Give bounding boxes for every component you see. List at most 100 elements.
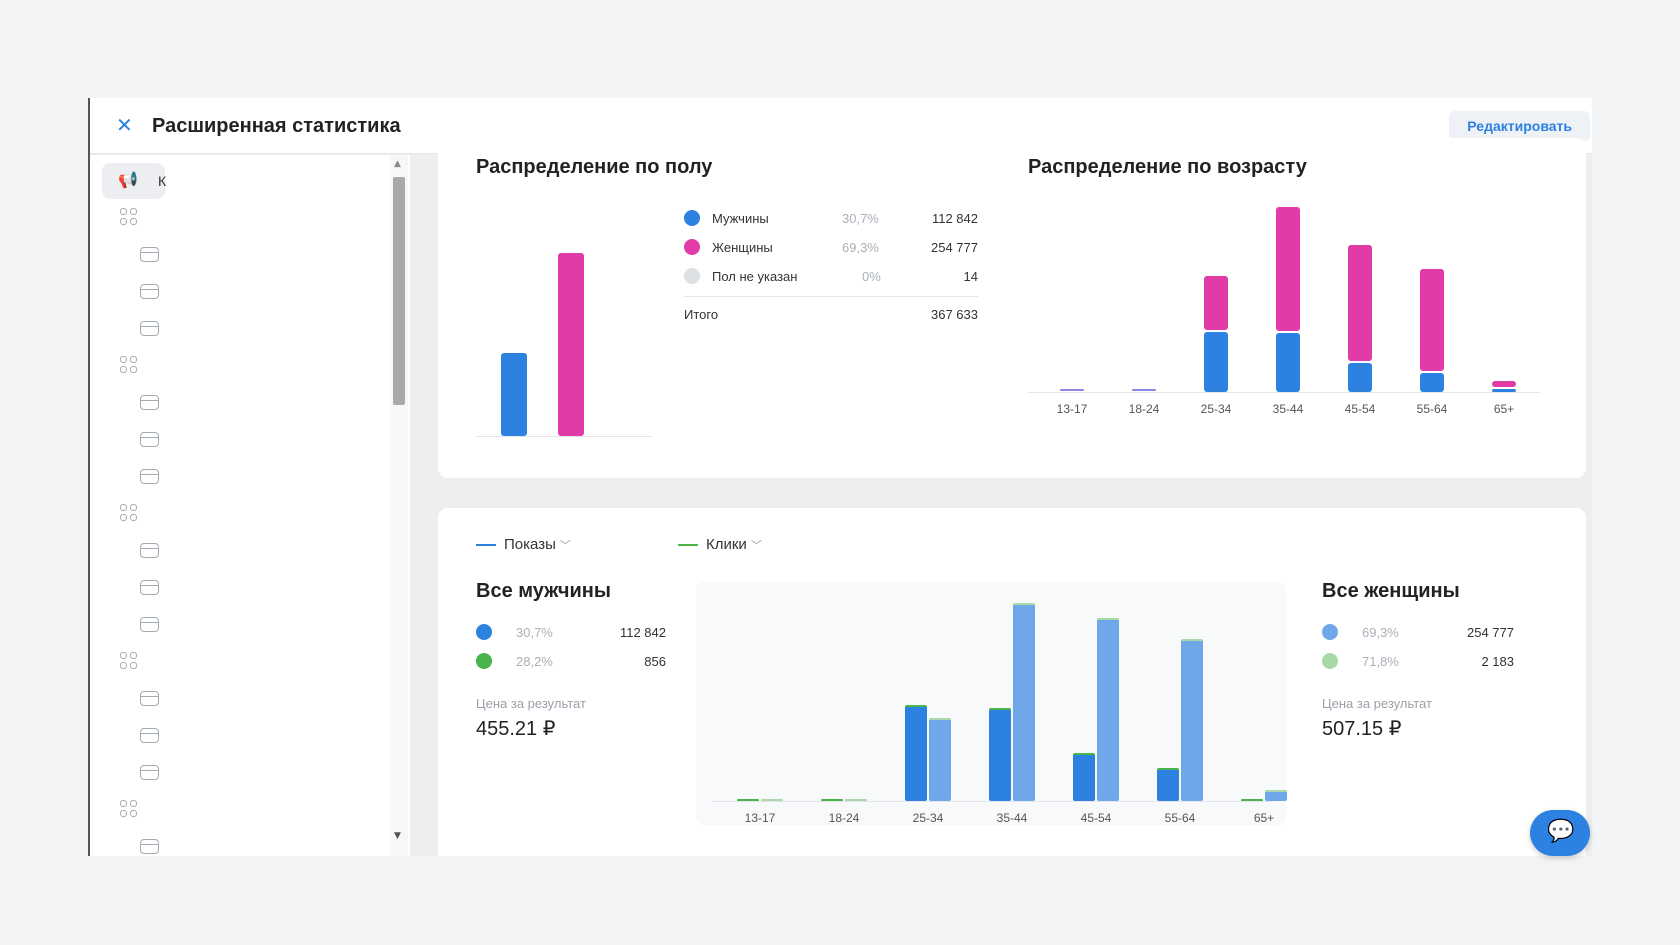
sidebar-item[interactable] (102, 717, 162, 754)
women-clicks-dot (1322, 653, 1338, 669)
card-icon (140, 728, 159, 743)
total-value: 367 633 (931, 307, 978, 322)
women-bar (1265, 789, 1287, 801)
gender-bar-female (558, 253, 584, 436)
male-legend-value: 112 842 (931, 211, 978, 226)
sidebar-item[interactable] (102, 273, 162, 310)
men-clicks-pct: 28,2% (516, 654, 553, 669)
chat-button[interactable]: 💬 (1530, 810, 1590, 856)
age-bar-male (1276, 333, 1300, 392)
sidebar-item[interactable] (102, 680, 162, 717)
scroll-up-icon[interactable]: ▲ (394, 159, 401, 169)
sidebar-item[interactable]: 📢 К (102, 163, 166, 199)
male-legend-label: Мужчины (712, 211, 769, 226)
scroll-down-icon[interactable]: ▼ (394, 831, 401, 841)
age-bar-female (1420, 269, 1444, 371)
sidebar-item[interactable] (102, 236, 162, 273)
age-tick-label: 18-24 (1128, 402, 1160, 416)
comparison-tick-label: 65+ (1253, 811, 1275, 825)
men-price: 455.21 ₽ (476, 718, 556, 740)
unknown-legend-label: Пол не указан (712, 269, 798, 284)
women-impressions-pct: 69,3% (1362, 625, 1399, 640)
grid-icon (120, 652, 140, 672)
card-icon (140, 321, 159, 336)
sidebar: 📢 К ▲ ▼ (90, 155, 410, 856)
sidebar-scrollbar[interactable]: ▲ ▼ (390, 155, 408, 856)
age-bar-male (1060, 389, 1084, 391)
card-icon (140, 395, 159, 410)
sidebar-item[interactable] (102, 421, 162, 458)
age-tick-label: 13-17 (1056, 402, 1088, 416)
women-bar (1181, 639, 1203, 801)
sidebar-item[interactable] (102, 643, 162, 680)
sidebar-item[interactable] (102, 606, 162, 643)
card-icon (140, 247, 159, 262)
men-bar (989, 708, 1011, 801)
clicks-selector[interactable]: Клики ﹀ (678, 536, 762, 553)
chat-icon: 💬 (1547, 819, 1575, 844)
edit-button[interactable]: Редактировать (1449, 111, 1590, 141)
male-legend-dot (684, 210, 700, 226)
women-impressions-value: 254 777 (1467, 625, 1514, 640)
age-bar-male (1204, 331, 1228, 392)
sidebar-item[interactable] (102, 310, 162, 347)
gender-title: Распределение по полу (476, 156, 713, 178)
grid-icon (120, 800, 140, 820)
impressions-line-icon (476, 544, 496, 547)
age-bar-male (1492, 389, 1516, 392)
comparison-card: Показы ﹀ Клики ﹀ Все мужчины 30,7% 112 842… (438, 508, 1586, 856)
total-label: Итого (684, 307, 719, 322)
women-clicks-value: 2 183 (1481, 654, 1514, 669)
men-title: Все мужчины (476, 580, 611, 602)
sidebar-item[interactable] (102, 532, 162, 569)
grid-icon (120, 504, 140, 524)
comparison-tick-label: 35-44 (996, 811, 1028, 825)
female-legend-value: 254 777 (931, 240, 978, 255)
sidebar-item[interactable] (102, 458, 162, 495)
sidebar-item[interactable] (102, 828, 162, 856)
sidebar-item[interactable] (102, 754, 162, 791)
age-bar-female (1204, 276, 1228, 330)
sidebar-item[interactable] (102, 199, 162, 236)
comparison-tick-label: 18-24 (828, 811, 860, 825)
card-icon (140, 543, 159, 558)
age-bar-female (1348, 244, 1372, 361)
women-title: Все женщины (1322, 580, 1460, 602)
age-tick-label: 45-54 (1344, 402, 1376, 416)
age-bar-male (1348, 362, 1372, 392)
age-bar-male (1420, 373, 1444, 392)
women-bar (1097, 618, 1119, 801)
comparison-tick-label: 25-34 (912, 811, 944, 825)
age-tick-label: 55-64 (1416, 402, 1448, 416)
scroll-thumb[interactable] (393, 177, 405, 405)
men-clicks-value: 856 (644, 654, 666, 669)
female-legend-label: Женщины (712, 240, 773, 255)
clicks-label: Клики (706, 536, 747, 553)
sidebar-item[interactable] (102, 384, 162, 421)
female-legend-dot (684, 239, 700, 255)
sidebar-item[interactable] (102, 569, 162, 606)
men-bar (1157, 768, 1179, 801)
chevron-down-icon: ﹀ (750, 539, 762, 552)
women-bar (761, 799, 783, 801)
stats-window: ✕ Расширенная статистика Редактировать 📢… (88, 98, 1592, 856)
age-bar-male (1132, 389, 1156, 391)
men-price-label: Цена за результат (476, 696, 586, 711)
women-price: 507.15 ₽ (1322, 718, 1402, 740)
age-tick-label: 25-34 (1200, 402, 1232, 416)
impressions-selector[interactable]: Показы ﹀ (476, 536, 571, 553)
sidebar-item[interactable] (102, 495, 162, 532)
age-tick-label: 35-44 (1272, 402, 1304, 416)
chevron-down-icon: ﹀ (559, 539, 571, 552)
men-bar (821, 799, 843, 801)
unknown-legend-dot (684, 268, 700, 284)
women-clicks-pct: 71,8% (1362, 654, 1399, 669)
sidebar-item[interactable] (102, 347, 162, 384)
female-legend-pct: 69,3% (842, 240, 879, 255)
close-icon[interactable]: ✕ (116, 113, 133, 137)
card-icon (140, 284, 159, 299)
sidebar-item[interactable] (102, 791, 162, 828)
card-icon (140, 580, 159, 595)
gender-axis (476, 436, 652, 437)
men-bar (737, 799, 759, 801)
